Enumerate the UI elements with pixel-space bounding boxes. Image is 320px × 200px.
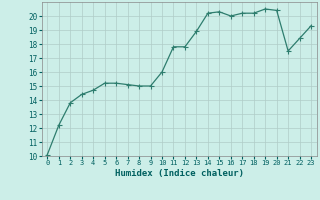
X-axis label: Humidex (Indice chaleur): Humidex (Indice chaleur): [115, 169, 244, 178]
